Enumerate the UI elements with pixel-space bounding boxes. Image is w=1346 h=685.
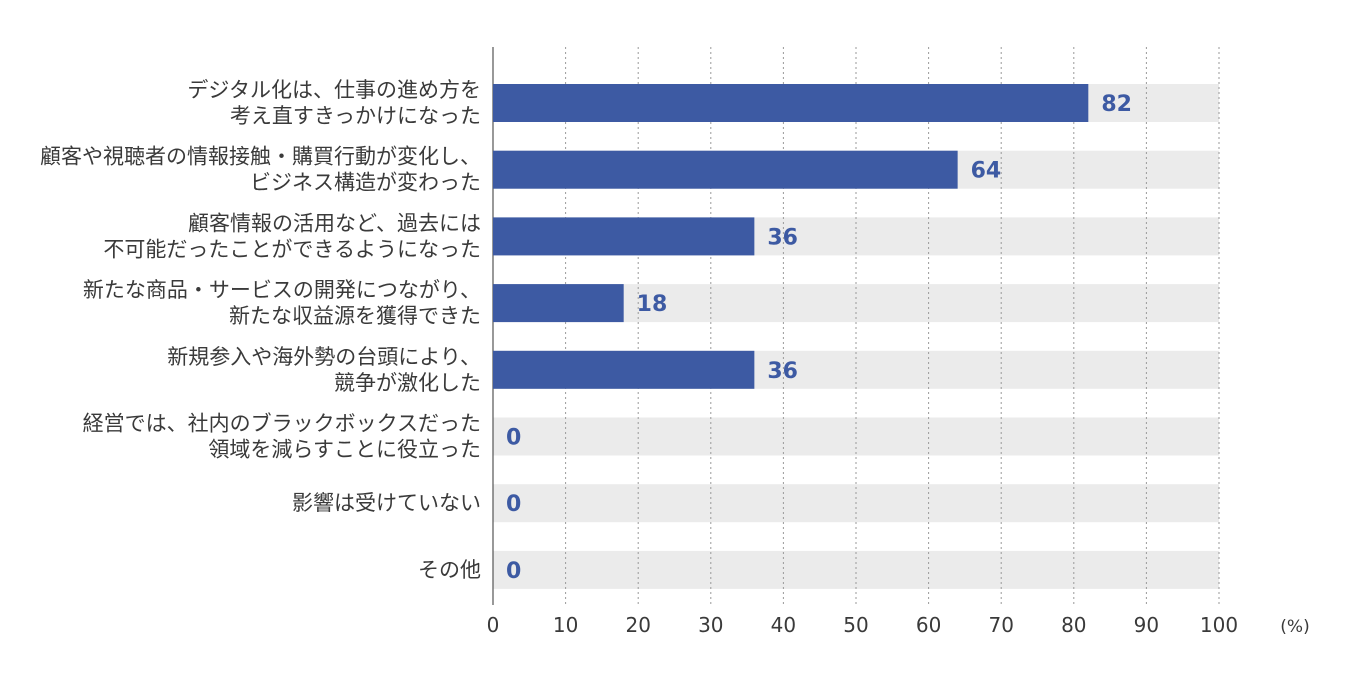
category-label: 新たな商品・サービスの開発につながり、新たな収益源を獲得できた — [83, 278, 481, 328]
x-tick-label: 50 — [843, 613, 868, 637]
category-label-line: 競争が激化した — [334, 371, 481, 395]
bar — [493, 150, 958, 189]
category-label-line: 考え直すきっかけになった — [230, 104, 481, 128]
x-tick-label: 0 — [487, 613, 500, 637]
x-tick-label: 40 — [771, 613, 796, 637]
bar — [493, 217, 755, 256]
category-label: デジタル化は、仕事の進め方を考え直すきっかけになった — [187, 78, 481, 128]
category-label-line: 新たな収益源を獲得できた — [229, 304, 481, 328]
x-tick-label: 90 — [1134, 613, 1159, 637]
value-label: 0 — [506, 426, 521, 451]
category-label-line: 不可能だったことができるようになった — [103, 237, 481, 261]
x-tick-label: 10 — [553, 613, 578, 637]
category-label-line: その他 — [418, 558, 481, 582]
bar — [493, 84, 1089, 122]
x-tick-label: 80 — [1061, 613, 1086, 637]
category-label-line: 影響は受けていない — [292, 491, 481, 515]
x-axis-ticks: 0 10 20 30 40 50 60 70 80 90 100 — [487, 613, 1238, 637]
bars — [493, 84, 1089, 389]
gridlines — [492, 47, 1220, 605]
category-label-line: 新たな商品・サービスの開発につながり、 — [83, 278, 481, 302]
category-labels: デジタル化は、仕事の進め方を考え直すきっかけになった顧客や視聴者の情報接触・購買… — [40, 78, 481, 582]
category-label-line: 経営では、社内のブラックボックスだった — [83, 412, 481, 436]
category-label: 顧客情報の活用など、過去には不可能だったことができるようになった — [103, 211, 481, 261]
category-label: 経営では、社内のブラックボックスだった領域を減らすことに役立った — [83, 412, 481, 462]
category-label: 影響は受けていない — [292, 491, 481, 515]
category-label-line: デジタル化は、仕事の進め方を — [187, 78, 481, 102]
category-label-line: 顧客情報の活用など、過去には — [188, 211, 481, 235]
x-tick-label: 30 — [698, 613, 723, 637]
category-label-line: 領域を減らすことに役立った — [208, 438, 481, 462]
category-label: その他 — [418, 558, 481, 582]
category-label: 新規参入や海外勢の台頭により、競争が激化した — [167, 345, 481, 395]
value-label: 0 — [506, 492, 521, 517]
value-label: 36 — [767, 359, 798, 384]
x-tick-label: 100 — [1200, 613, 1238, 637]
value-label: 18 — [637, 292, 668, 317]
value-label: 82 — [1101, 92, 1132, 117]
category-label: 顧客や視聴者の情報接触・購買行動が変化し、ビジネス構造が変わった — [40, 145, 481, 195]
category-label-line: 顧客や視聴者の情報接触・購買行動が変化し、 — [40, 145, 481, 169]
category-label-line: ビジネス構造が変わった — [250, 171, 481, 195]
bar — [493, 350, 755, 389]
x-tick-label: 20 — [625, 613, 650, 637]
category-label-line: 新規参入や海外勢の台頭により、 — [167, 345, 481, 369]
x-tick-label: 70 — [988, 613, 1013, 637]
value-label: 0 — [506, 559, 521, 584]
bar — [493, 284, 624, 323]
x-axis-unit: (%) — [1280, 617, 1309, 637]
value-labels: 82 64 36 18 36 0 0 0 — [506, 92, 1132, 584]
value-label: 64 — [971, 159, 1002, 184]
value-label: 36 — [767, 225, 798, 250]
x-tick-label: 60 — [916, 613, 941, 637]
